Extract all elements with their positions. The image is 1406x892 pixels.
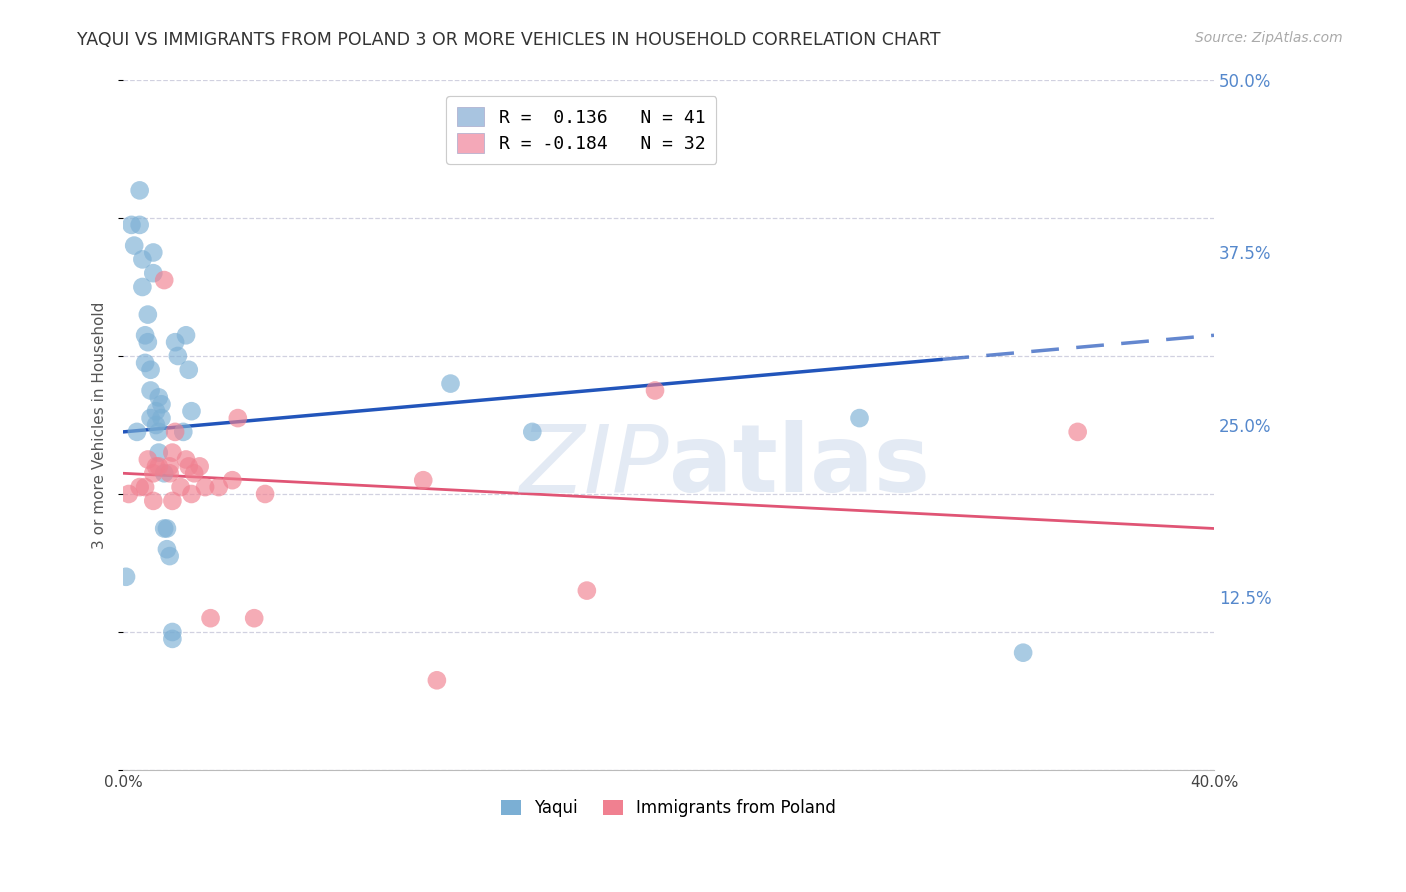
Point xyxy=(172,425,194,439)
Point xyxy=(128,183,150,197)
Point xyxy=(145,417,167,432)
Point xyxy=(159,467,181,481)
Point xyxy=(148,445,170,459)
Legend: Yaqui, Immigrants from Poland: Yaqui, Immigrants from Poland xyxy=(495,792,844,824)
Point xyxy=(142,245,165,260)
Point xyxy=(848,411,870,425)
Point xyxy=(180,404,202,418)
Point xyxy=(134,328,156,343)
Point xyxy=(165,335,187,350)
Y-axis label: 3 or more Vehicles in Household: 3 or more Vehicles in Household xyxy=(93,301,107,549)
Point xyxy=(221,473,243,487)
Point xyxy=(136,308,159,322)
Point xyxy=(226,411,249,425)
Point xyxy=(156,542,179,557)
Point xyxy=(644,384,666,398)
Text: Source: ZipAtlas.com: Source: ZipAtlas.com xyxy=(1195,31,1343,45)
Text: atlas: atlas xyxy=(669,420,929,512)
Text: YAQUI VS IMMIGRANTS FROM POLAND 3 OR MORE VEHICLES IN HOUSEHOLD CORRELATION CHAR: YAQUI VS IMMIGRANTS FROM POLAND 3 OR MOR… xyxy=(77,31,941,49)
Point xyxy=(150,411,173,425)
Point xyxy=(148,459,170,474)
Point xyxy=(522,425,544,439)
Point xyxy=(166,349,188,363)
Point xyxy=(575,583,598,598)
Point xyxy=(174,328,197,343)
Point xyxy=(188,459,211,474)
Point xyxy=(162,445,184,459)
Point xyxy=(142,266,165,280)
Point xyxy=(134,480,156,494)
Point xyxy=(150,397,173,411)
Point xyxy=(125,425,148,439)
Point xyxy=(136,452,159,467)
Point xyxy=(136,335,159,350)
Point xyxy=(165,425,187,439)
Point xyxy=(177,459,200,474)
Point xyxy=(1066,425,1088,439)
Point xyxy=(128,480,150,494)
Point xyxy=(118,487,141,501)
Point xyxy=(243,611,266,625)
Point xyxy=(145,404,167,418)
Point xyxy=(159,459,181,474)
Point xyxy=(139,363,162,377)
Point xyxy=(1012,646,1035,660)
Text: ZIP: ZIP xyxy=(519,421,669,512)
Point xyxy=(131,280,153,294)
Point xyxy=(208,480,231,494)
Point xyxy=(169,480,191,494)
Point xyxy=(162,625,184,640)
Point xyxy=(122,238,145,252)
Point xyxy=(200,611,222,625)
Point xyxy=(148,391,170,405)
Point xyxy=(162,494,184,508)
Point xyxy=(153,521,176,535)
Point xyxy=(183,467,205,481)
Point xyxy=(145,459,167,474)
Point xyxy=(115,570,138,584)
Point xyxy=(134,356,156,370)
Point xyxy=(139,384,162,398)
Point xyxy=(180,487,202,501)
Point xyxy=(174,452,197,467)
Point xyxy=(412,473,434,487)
Point xyxy=(142,467,165,481)
Point xyxy=(131,252,153,267)
Point xyxy=(156,521,179,535)
Point xyxy=(159,549,181,563)
Point xyxy=(439,376,461,391)
Point xyxy=(139,411,162,425)
Point xyxy=(128,218,150,232)
Point xyxy=(153,467,176,481)
Point xyxy=(162,632,184,646)
Point xyxy=(142,494,165,508)
Point xyxy=(148,425,170,439)
Point xyxy=(153,273,176,287)
Point xyxy=(254,487,277,501)
Point xyxy=(177,363,200,377)
Point xyxy=(194,480,217,494)
Point xyxy=(426,673,449,688)
Point xyxy=(121,218,143,232)
